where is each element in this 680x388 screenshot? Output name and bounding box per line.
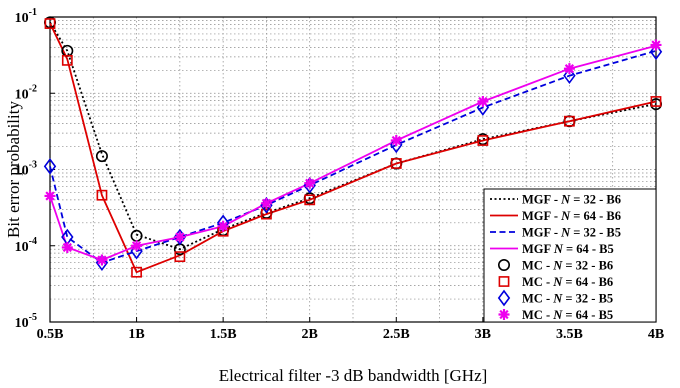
- legend-label: MC - N = 64 - B5: [522, 308, 613, 322]
- x-tick-label: 1.5B: [210, 327, 237, 342]
- series-line: [49, 21, 657, 251]
- data-point: [563, 63, 575, 75]
- data-point: [304, 194, 316, 206]
- series-1: [49, 21, 657, 251]
- data-point: [44, 190, 56, 202]
- data-point: [43, 158, 57, 175]
- legend: MGF - N = 32 - B6 MGF - N = 64 - B6 MGF - …: [483, 188, 657, 323]
- x-tick-label: 0.5B: [37, 327, 64, 342]
- axis-ticks: 0.5B 1B 1.5B 2B 2.5B 3B 3.5B 4B10-510-410-310-2…: [15, 7, 665, 342]
- legend-swatch: [497, 258, 510, 271]
- data-point: [649, 43, 663, 61]
- data-point: [650, 96, 662, 107]
- y-tick-label: 10-5: [15, 312, 37, 331]
- legend-entry: MC - N = 64 - B6: [498, 275, 613, 289]
- x-tick-label: 3B: [475, 327, 491, 342]
- legend-swatch: [497, 289, 511, 307]
- series-line: [49, 44, 657, 261]
- legend-label: MGF - N = 32 - B5: [522, 226, 621, 240]
- data-point: [390, 158, 402, 169]
- data-point: [61, 54, 73, 66]
- legend-label: MC - N = 32 - B6: [522, 259, 613, 273]
- data-point: [477, 135, 489, 146]
- data-point: [260, 197, 272, 209]
- data-point: [650, 39, 662, 51]
- data-point: [131, 240, 143, 252]
- data-point: [563, 67, 576, 85]
- data-point: [61, 241, 73, 253]
- series-4: [49, 44, 657, 261]
- series-6: [44, 18, 662, 278]
- legend-entry: MC - N = 32 - B5: [497, 289, 613, 307]
- data-point: [174, 251, 186, 263]
- x-tick-label: 1B: [128, 327, 144, 342]
- legend-box: [483, 188, 657, 323]
- legend-entry: MGF - N = 64 - B6: [490, 209, 621, 223]
- y-axis-label: Bit error probability: [4, 101, 23, 238]
- data-point: [174, 231, 186, 243]
- x-axis-label: Electrical filter -3 dB bandwidth [GHz]: [219, 366, 488, 385]
- legend-label: MC - N = 32 - B5: [522, 292, 613, 306]
- legend-entry: MC - N = 64 - B5: [498, 308, 613, 322]
- x-tick-label: 2.5B: [383, 327, 410, 342]
- legend-swatch: [498, 276, 510, 287]
- x-tick-label: 3.5B: [556, 327, 583, 342]
- data-point: [44, 18, 56, 29]
- series-layer: [43, 16, 663, 278]
- data-point: [95, 150, 108, 163]
- x-tick-label: 2B: [302, 327, 318, 342]
- data-point: [217, 220, 229, 232]
- data-point: [564, 115, 575, 127]
- series-2: [49, 22, 657, 274]
- data-point: [96, 254, 108, 266]
- x-tick-label: 4B: [648, 327, 664, 342]
- legend-entry: MGF - N = 32 - B6: [490, 193, 621, 207]
- data-point: [390, 135, 402, 147]
- series-8: [44, 39, 662, 266]
- series-line: [49, 22, 657, 274]
- legend-label: MGF N = 64 - B5: [522, 242, 614, 256]
- data-point: [130, 229, 143, 242]
- y-tick-label: 10-1: [15, 7, 37, 26]
- legend-label: MGF - N = 32 - B6: [522, 193, 621, 207]
- data-point: [477, 95, 489, 107]
- legend-swatch: [498, 309, 510, 320]
- y-tick-label: 10-2: [15, 83, 37, 102]
- legend-label: MGF - N = 64 - B6: [522, 209, 621, 223]
- legend-entry: MGF N = 64 - B5: [490, 242, 614, 256]
- data-point: [304, 177, 316, 189]
- legend-entry: MC - N = 32 - B6: [497, 258, 613, 273]
- legend-label: MC - N = 64 - B6: [522, 275, 613, 289]
- legend-entry: MGF - N = 32 - B5: [490, 226, 621, 240]
- data-point: [131, 266, 142, 278]
- data-point: [96, 189, 108, 201]
- data-point: [261, 208, 272, 220]
